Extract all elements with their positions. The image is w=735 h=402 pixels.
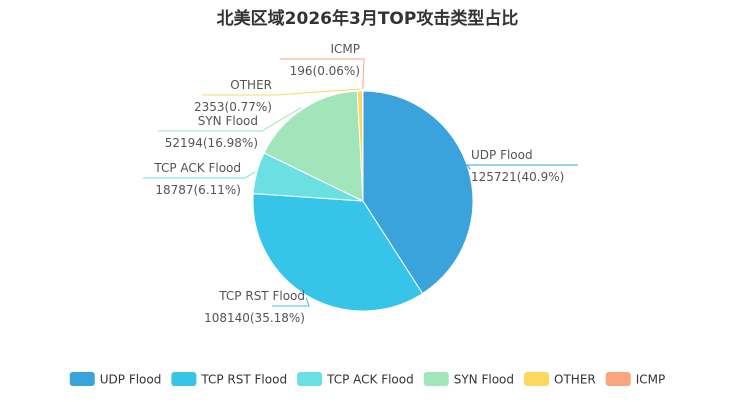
slice-label-name-other: OTHER: [230, 78, 272, 92]
legend-swatch-other: [524, 372, 550, 386]
leader-line-icmp: [280, 58, 365, 90]
legend-swatch-syn-flood: [423, 372, 449, 386]
legend-swatch-udp-flood: [69, 372, 95, 386]
chart-title: 北美区域2026年3月TOP攻击类型占比: [216, 9, 519, 29]
legend: UDP Flood TCP RST Flood TCP ACK Flood SYN F…: [69, 372, 666, 387]
pie-slice-tcp-rst-flood[interactable]: [252, 193, 424, 312]
legend-item-tcp-rst-flood[interactable]: TCP RST Flood: [171, 372, 287, 387]
slice-label-name-tcp-ack-flood: TCP ACK Flood: [153, 161, 241, 175]
leader-line-tcp-rst-flood: [272, 297, 310, 307]
legend-item-icmp[interactable]: ICMP: [605, 372, 666, 387]
legend-label-icmp: ICMP: [636, 373, 666, 387]
legend-swatch-tcp-ack-flood: [297, 372, 323, 386]
slice-label-value-tcp-rst-flood: 108140(35.18%): [204, 311, 305, 325]
slice-label-name-icmp: ICMP: [330, 42, 360, 56]
slice-label-name-tcp-rst-flood: TCP RST Flood: [218, 289, 305, 303]
slice-label-name-udp-flood: UDP Flood: [471, 148, 533, 162]
slice-label-name-syn-flood: SYN Flood: [198, 114, 258, 128]
slice-label-value-syn-flood: 52194(16.98%): [165, 136, 258, 150]
leader-line-udp-flood: [465, 164, 578, 170]
pie-slice-syn-flood[interactable]: [263, 90, 364, 202]
slice-labels: UDP Flood 125721(40.9%) TCP RST Flood 10814…: [153, 42, 564, 325]
leader-line-tcp-ack-flood: [143, 171, 256, 179]
legend-item-tcp-ack-flood[interactable]: TCP ACK Flood: [297, 372, 414, 387]
slice-label-value-udp-flood: 125721(40.9%): [471, 170, 564, 184]
label-leader-lines: [143, 58, 578, 307]
legend-item-other[interactable]: OTHER: [524, 372, 596, 387]
legend-item-syn-flood[interactable]: SYN Flood: [423, 372, 514, 387]
slice-label-value-icmp: 196(0.06%): [290, 64, 360, 78]
legend-label-tcp-ack-flood: TCP ACK Flood: [326, 373, 414, 387]
legend-label-syn-flood: SYN Flood: [454, 373, 514, 387]
leader-line-syn-flood: [158, 107, 302, 132]
slice-label-value-other: 2353(0.77%): [194, 100, 272, 114]
legend-label-udp-flood: UDP Flood: [100, 373, 162, 387]
pie-slices: [252, 90, 474, 312]
legend-swatch-icmp: [605, 372, 631, 386]
legend-label-other: OTHER: [554, 373, 596, 387]
slice-label-value-tcp-ack-flood: 18787(6.11%): [155, 183, 241, 197]
leader-line-other: [202, 88, 360, 96]
legend-item-udp-flood[interactable]: UDP Flood: [69, 372, 162, 387]
legend-label-tcp-rst-flood: TCP RST Flood: [200, 373, 287, 387]
legend-swatch-tcp-rst-flood: [171, 372, 197, 386]
